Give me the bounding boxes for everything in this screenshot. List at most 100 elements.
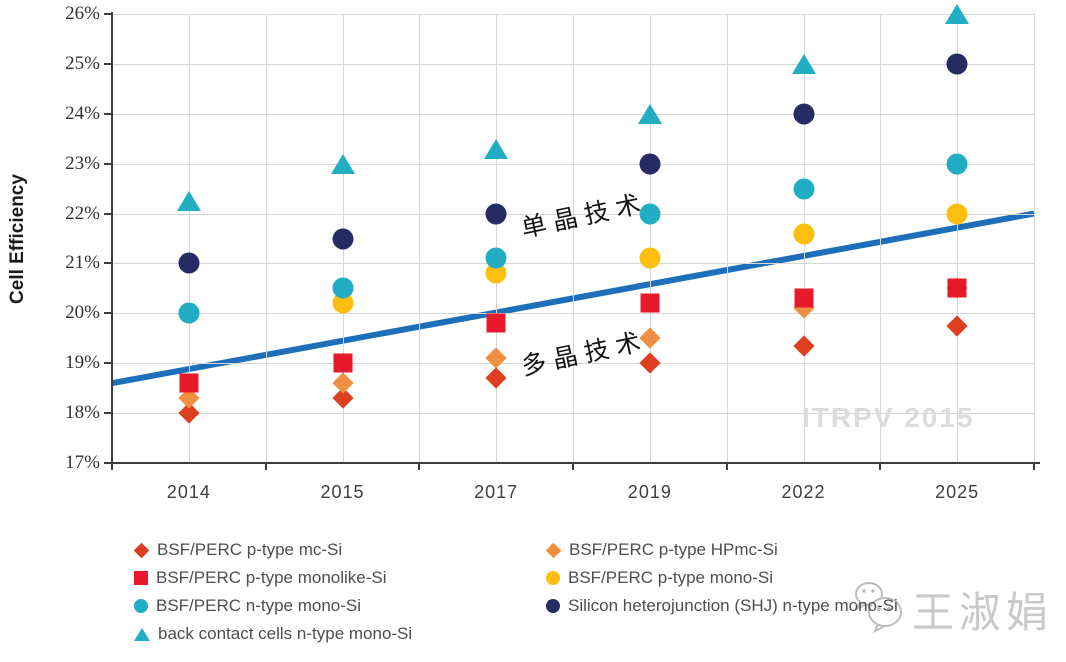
legend-marker-square-icon — [134, 571, 148, 585]
marker-silicon-heterojunction-shj-n-type-mono-si-2019 — [639, 153, 661, 175]
marker-bsf-perc-p-type-monolike-si-2025 — [947, 278, 967, 298]
legend-marker-circle-icon — [546, 571, 560, 585]
marker-bsf-perc-p-type-monolike-si-2015 — [333, 353, 352, 373]
legend-marker-triangle-icon — [134, 627, 150, 641]
x-tick-mark — [111, 462, 113, 470]
gridline-v-8 — [726, 14, 728, 463]
marker-bsf-perc-n-type-mono-si-2015 — [332, 277, 353, 299]
y-axis-labels: 26% 25% 24% 23% 22% 21% 20% 19% 18% 17% — [0, 0, 100, 480]
y-tick-mark — [104, 212, 112, 215]
legend-item-bsf-perc-p-type-mc-si: BSF/PERC p-type mc-Si — [133, 536, 412, 564]
author-watermark-text: 王淑娟 — [912, 591, 1054, 637]
x-tick-label-2017: 2017 — [474, 482, 519, 502]
y-tick-mark — [104, 112, 112, 115]
marker-back-contact-cells-n-type-mono-si-2022 — [791, 53, 816, 74]
marker-back-contact-cells-n-type-mono-si-2025 — [945, 4, 970, 24]
x-tick-label-2025: 2025 — [935, 482, 980, 502]
marker-bsf-perc-p-type-hpmc-si-2015 — [331, 372, 354, 394]
x-tick-mark — [725, 462, 728, 470]
marker-bsf-perc-p-type-mono-si-2025 — [946, 203, 968, 225]
marker-bsf-perc-p-type-mono-si-2015 — [332, 292, 353, 314]
y-tick-label-23: 23% — [65, 152, 100, 174]
y-tick-label-22: 22% — [65, 202, 100, 224]
marker-silicon-heterojunction-shj-n-type-mono-si-2015 — [332, 228, 353, 249]
x-tick-mark — [264, 462, 267, 470]
marker-silicon-heterojunction-shj-n-type-mono-si-2017 — [485, 203, 507, 225]
x-tick-mark — [572, 462, 574, 470]
marker-silicon-heterojunction-shj-n-type-mono-si-2025 — [946, 53, 968, 75]
gridline-v-7 — [649, 14, 651, 463]
y-axis-title: Cell Efficiency — [7, 174, 28, 304]
x-tick-label-2019: 2019 — [627, 482, 672, 502]
marker-back-contact-cells-n-type-mono-si-2015 — [330, 153, 355, 174]
marker-bsf-perc-n-type-mono-si-2014 — [178, 302, 200, 324]
legend-marker-circle-icon — [546, 599, 560, 613]
y-tick-label-18: 18% — [65, 402, 100, 424]
gridline-v-6 — [573, 14, 574, 463]
y-tick-mark — [104, 13, 112, 15]
legend-label: BSF/PERC p-type HPmc-Si — [569, 540, 778, 559]
y-tick-label-26: 26% — [65, 3, 100, 24]
gridline-v-1 — [188, 14, 190, 463]
marker-silicon-heterojunction-shj-n-type-mono-si-2022 — [793, 103, 814, 125]
gridline-v-12 — [1034, 14, 1035, 463]
y-axis-line — [111, 12, 113, 465]
y-tick-label-17: 17% — [65, 452, 100, 473]
chart-legend: BSF/PERC p-type mc-Si BSF/PERC p-type mon… — [133, 536, 1034, 654]
legend-item-bsf-perc-p-type-hpmc-si: BSF/PERC p-type HPmc-Si — [545, 536, 898, 564]
marker-back-contact-cells-n-type-mono-si-2017 — [484, 138, 509, 159]
legend-item-back-contact-cells-n-type-mono-si: back contact cells n-type mono-Si — [134, 620, 412, 648]
legend-label: BSF/PERC n-type mono-Si — [156, 596, 362, 615]
y-tick-mark — [104, 312, 112, 315]
y-tick-label-24: 24% — [65, 102, 100, 124]
marker-bsf-perc-n-type-mono-si-2022 — [793, 178, 814, 200]
y-tick-label-21: 21% — [65, 252, 100, 274]
legend-item-bsf-perc-p-type-monolike-si: BSF/PERC p-type monolike-Si — [134, 564, 412, 592]
gridline-v-10 — [880, 14, 882, 463]
x-tick-mark — [1033, 462, 1035, 470]
itrpv-watermark: ITRPV 2015 — [802, 402, 975, 433]
y-tick-label-19: 19% — [65, 352, 100, 374]
legend-item-bsf-perc-n-type-mono-si: BSF/PERC n-type mono-Si — [134, 592, 412, 620]
legend-column-right: BSF/PERC p-type HPmc-Si BSF/PERC p-type m… — [545, 536, 898, 620]
legend-marker-diamond-icon — [545, 542, 562, 558]
gridline-v-2 — [265, 14, 267, 463]
x-tick-label-2015: 2015 — [320, 482, 365, 502]
y-tick-mark — [104, 62, 112, 65]
marker-bsf-perc-p-type-hpmc-si-2017 — [485, 347, 507, 369]
marker-bsf-perc-p-type-mc-si-2017 — [485, 367, 507, 389]
x-tick-mark — [418, 462, 421, 470]
x-tick-label-2022: 2022 — [781, 482, 826, 502]
marker-bsf-perc-p-type-monolike-si-2022 — [794, 288, 813, 308]
x-tick-mark — [879, 462, 882, 470]
marker-bsf-perc-p-type-mono-si-2022 — [793, 223, 814, 244]
marker-bsf-perc-n-type-mono-si-2025 — [946, 153, 968, 175]
marker-bsf-perc-p-type-mono-si-2017 — [485, 262, 507, 284]
legend-marker-circle-icon — [134, 599, 148, 613]
marker-bsf-perc-n-type-mono-si-2017 — [485, 247, 507, 269]
marker-back-contact-cells-n-type-mono-si-2019 — [637, 103, 662, 124]
marker-bsf-perc-p-type-mono-si-2019 — [639, 247, 661, 269]
marker-bsf-perc-p-type-monolike-si-2019 — [640, 293, 660, 313]
marker-bsf-perc-n-type-mono-si-2019 — [639, 203, 661, 225]
author-watermark: 王淑娟 — [848, 576, 1053, 643]
y-tick-mark — [104, 162, 112, 165]
legend-label: BSF/PERC p-type monolike-Si — [156, 568, 387, 587]
marker-back-contact-cells-n-type-mono-si-2014 — [176, 191, 201, 212]
y-tick-mark — [104, 412, 112, 415]
legend-label: Silicon heterojunction (SHJ) n-type mono… — [568, 596, 898, 615]
legend-label: BSF/PERC p-type mono-Si — [568, 568, 774, 587]
gridline-v-4 — [419, 14, 421, 463]
wechat-icon — [848, 576, 910, 643]
legend-label: BSF/PERC p-type mc-Si — [157, 540, 343, 559]
gridline-v-5 — [496, 14, 498, 463]
legend-marker-diamond-icon — [133, 542, 150, 558]
marker-bsf-perc-p-type-monolike-si-2017 — [486, 313, 506, 333]
marker-silicon-heterojunction-shj-n-type-mono-si-2014 — [178, 252, 200, 274]
y-tick-label-25: 25% — [65, 52, 100, 74]
marker-bsf-perc-p-type-mc-si-2025 — [946, 315, 968, 337]
legend-column-left: BSF/PERC p-type mc-Si BSF/PERC p-type mon… — [133, 536, 412, 648]
legend-label: back contact cells n-type mono-Si — [158, 624, 413, 643]
y-tick-label-20: 20% — [65, 302, 100, 324]
